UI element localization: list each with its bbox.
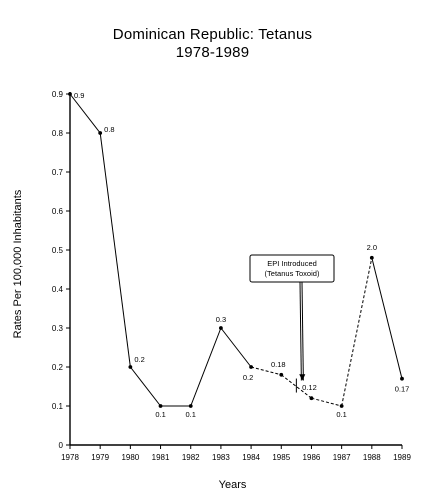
data-point — [68, 92, 72, 96]
data-label: 0.8 — [104, 125, 114, 134]
data-label: 0.3 — [216, 315, 226, 324]
data-label: 0.2 — [134, 355, 144, 364]
data-label: 0.17 — [395, 385, 410, 394]
data-point — [98, 131, 103, 135]
x-tick-label: 1981 — [152, 453, 170, 462]
series-segment — [250, 366, 282, 376]
annotation-text: (Tetanus Toxoid) — [265, 269, 320, 278]
annotation-text: EPI Introduced — [267, 259, 317, 268]
series-segment — [220, 327, 252, 368]
data-label: 0.1 — [155, 410, 165, 419]
annotation-arrowhead — [299, 374, 306, 381]
x-tick-label: 1982 — [182, 453, 200, 462]
data-label: 0.1 — [186, 410, 196, 419]
chart-subtitle: 1978-1989 — [175, 44, 250, 61]
x-axis-label: Years — [218, 479, 247, 491]
x-tick-label: 1984 — [242, 453, 260, 462]
y-tick-label: 0.2 — [52, 363, 64, 372]
y-tick-label: 0.1 — [52, 402, 64, 411]
data-label: 2.0 — [367, 243, 377, 252]
data-label: 0.12 — [302, 383, 317, 392]
y-tick-label: 0.5 — [52, 246, 64, 255]
x-tick-label: 1988 — [363, 453, 381, 462]
series-segment — [341, 257, 373, 407]
data-point — [128, 365, 133, 369]
y-tick-label: 0 — [59, 441, 64, 450]
x-tick-label: 1983 — [212, 453, 230, 462]
y-tick-label: 0.7 — [52, 168, 64, 177]
data-label: 0.9 — [74, 91, 84, 100]
data-label: 0.18 — [271, 360, 286, 369]
data-point — [309, 396, 314, 401]
series-segment — [190, 327, 222, 407]
y-tick-label: 0.6 — [52, 207, 64, 216]
series-segment — [311, 397, 342, 407]
series-segment — [99, 132, 131, 368]
data-point — [400, 376, 404, 381]
x-tick-label: 1980 — [121, 453, 139, 462]
y-tick-label: 0.4 — [52, 285, 64, 294]
y-tick-label: 0.3 — [52, 324, 64, 333]
annotation-arrow — [299, 281, 302, 381]
data-point — [249, 365, 253, 369]
y-tick-label: 0.8 — [52, 129, 64, 138]
data-label: 0.1 — [336, 410, 346, 419]
x-tick-label: 1985 — [272, 453, 290, 462]
series-segment — [371, 257, 403, 379]
annotation-arrow — [301, 281, 304, 381]
x-tick-label: 1979 — [91, 453, 109, 462]
series-segment — [280, 374, 312, 399]
data-label: 0.2 — [243, 373, 253, 382]
data-point — [369, 255, 374, 260]
series-segment — [69, 93, 101, 134]
data-point — [219, 326, 223, 330]
x-tick-label: 1989 — [393, 453, 411, 462]
data-point — [188, 404, 193, 408]
data-point — [339, 404, 344, 408]
series-segment — [129, 366, 161, 407]
x-tick-label: 1986 — [303, 453, 321, 462]
chart-title: Dominican Republic: Tetanus — [112, 26, 313, 43]
x-tick-label: 1987 — [333, 453, 351, 462]
data-point — [158, 404, 163, 408]
annotation-box — [249, 254, 335, 283]
y-tick-label: 0.9 — [52, 90, 64, 99]
data-point — [279, 372, 284, 377]
x-tick-label: 1978 — [61, 453, 79, 462]
